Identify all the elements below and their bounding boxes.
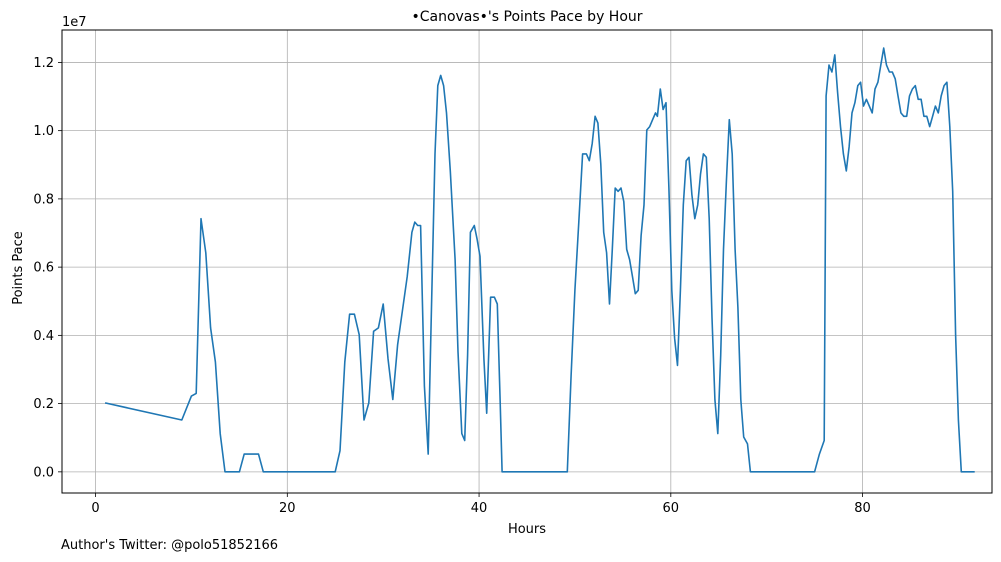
axis-ticks: 0 20 40 60 80 0.0 0.2 0.4 0.6 0.8 1.0 1.2 xyxy=(33,56,871,516)
x-axis-label: Hours xyxy=(508,522,546,537)
series-lines xyxy=(104,47,975,473)
x-tick-label: 40 xyxy=(471,501,488,516)
author-credit: Author's Twitter: @polo51852166 xyxy=(61,538,279,553)
series-line-points-pace xyxy=(104,47,975,473)
y-tick-label: 0.2 xyxy=(33,397,54,412)
x-tick-label: 20 xyxy=(279,501,296,516)
x-tick-label: 60 xyxy=(663,501,680,516)
y-tick-label: 0.0 xyxy=(33,465,54,480)
plot-border xyxy=(61,29,993,494)
y-tick-label: 1.2 xyxy=(33,56,54,71)
x-tick-label: 0 xyxy=(91,501,99,516)
y-tick-label: 0.4 xyxy=(33,329,54,344)
y-tick-label: 0.8 xyxy=(33,192,54,207)
plot-area xyxy=(62,30,992,493)
chart-title: •Canovas•'s Points Pace by Hour xyxy=(411,9,642,25)
y-axis-multiplier: 1e7 xyxy=(62,15,87,30)
x-tick-label: 80 xyxy=(854,501,871,516)
y-tick-label: 1.0 xyxy=(33,124,54,139)
y-tick-label: 0.6 xyxy=(33,261,54,276)
y-axis-label: Points Pace xyxy=(11,231,26,305)
